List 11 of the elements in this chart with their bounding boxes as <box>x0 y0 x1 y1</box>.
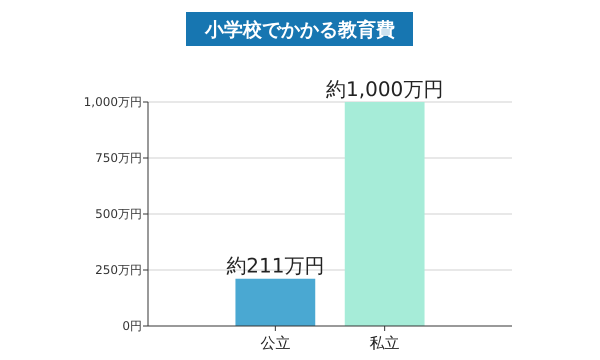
x-tick-label: 公立 <box>260 334 290 352</box>
data-label: 約1,000万円 <box>326 77 444 101</box>
title: 小学校でかかる教育費 <box>186 12 413 46</box>
chart-title: 小学校でかかる教育費 <box>204 19 395 41</box>
data-label: 約211万円 <box>226 254 324 278</box>
x-tick-label: 私立 <box>370 334 400 352</box>
y-tick-label: 1,000万円 <box>84 95 142 109</box>
y-tick-label: 250万円 <box>95 263 142 277</box>
y-tick-label: 500万円 <box>95 207 142 221</box>
y-tick-label: 0円 <box>122 319 142 333</box>
y-tick-label: 750万円 <box>95 151 142 165</box>
